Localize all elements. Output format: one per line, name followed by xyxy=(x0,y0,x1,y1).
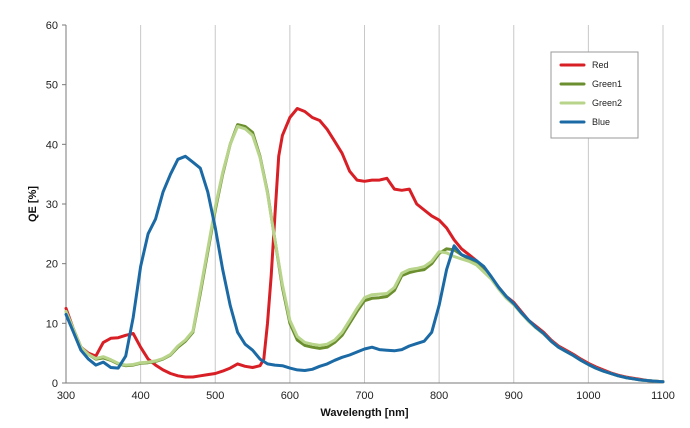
y-tick-label-30: 30 xyxy=(46,199,58,211)
legend: Red Green1 Green2 Blue xyxy=(550,51,639,139)
x-tick-labels: 300 400 500 600 700 800 900 1000 1100 xyxy=(57,390,675,402)
y-tick-labels: 0 10 20 30 40 50 60 xyxy=(46,20,66,390)
x-tick-label-300: 300 xyxy=(57,390,75,402)
series-lines xyxy=(64,107,665,384)
x-tick-label-400: 400 xyxy=(131,390,149,402)
y-axis-title: QE [%] xyxy=(27,186,39,222)
x-tick-label-1100: 1100 xyxy=(651,390,675,402)
grid-lines xyxy=(65,25,664,383)
series-line-blue xyxy=(64,154,665,384)
y-tick-label-60: 60 xyxy=(46,20,58,32)
x-tick-label-700: 700 xyxy=(355,390,373,402)
x-axis-title: Wavelength [nm] xyxy=(320,407,409,419)
legend-label-green2: Green2 xyxy=(592,98,622,108)
y-tick-label-50: 50 xyxy=(46,80,58,92)
legend-label-red: Red xyxy=(592,60,609,70)
y-tick-label-10: 10 xyxy=(46,318,58,330)
x-tick-label-800: 800 xyxy=(430,390,448,402)
legend-label-green1: Green1 xyxy=(592,79,622,89)
x-tick-label-1000: 1000 xyxy=(576,390,600,402)
x-tick-label-900: 900 xyxy=(505,390,523,402)
legend-box xyxy=(550,51,639,139)
y-tick-label-40: 40 xyxy=(46,139,58,151)
legend-label-blue: Blue xyxy=(592,117,610,127)
x-tick-label-600: 600 xyxy=(281,390,299,402)
y-tick-label-20: 20 xyxy=(46,259,58,271)
y-tick-label-0: 0 xyxy=(52,378,58,390)
x-tick-label-500: 500 xyxy=(206,390,224,402)
